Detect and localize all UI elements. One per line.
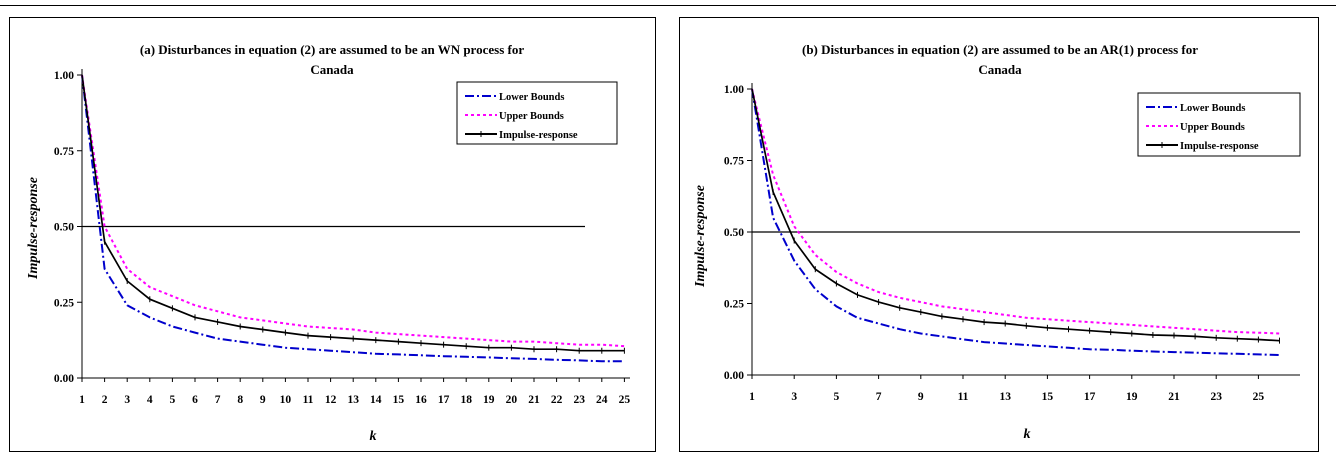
chart-b-svg: (b) Disturbances in equation (2) are ass… — [693, 42, 1301, 442]
x-axis-label: k — [370, 429, 377, 444]
chart-title-line2: Canada — [310, 62, 354, 77]
legend-label: Upper Bounds — [499, 111, 564, 122]
y-tick-label: 1.00 — [724, 84, 744, 96]
x-tick-label: 6 — [192, 394, 198, 406]
x-tick-label: 5 — [170, 394, 176, 406]
y-tick-label: 0.00 — [54, 373, 74, 385]
series-line-upper — [751, 88, 1280, 335]
y-tick-label: 0.75 — [724, 156, 744, 168]
y-tick-label: 0.50 — [54, 222, 74, 234]
x-tick-label: 24 — [596, 394, 608, 406]
x-tick-label: 1 — [749, 391, 755, 403]
legend-label: Upper Bounds — [1180, 122, 1245, 133]
x-tick-label: 3 — [124, 394, 130, 406]
legend-label: Impulse-response — [1180, 141, 1259, 152]
x-tick-label: 21 — [528, 394, 540, 406]
x-tick-label: 11 — [958, 391, 969, 403]
x-tick-label: 12 — [325, 394, 337, 406]
x-tick-label: 16 — [415, 394, 427, 406]
top-rule — [0, 5, 1336, 6]
x-tick-label: 22 — [551, 394, 563, 406]
x-tick-label: 17 — [1084, 391, 1096, 403]
x-tick-label: 2 — [102, 394, 108, 406]
chart-title-line2: Canada — [978, 62, 1022, 77]
legend-label: Lower Bounds — [499, 92, 564, 103]
x-tick-label: 8 — [237, 394, 243, 406]
y-tick-label: 0.25 — [54, 297, 74, 309]
y-tick-label: 1.00 — [54, 70, 74, 82]
y-tick-label: 0.50 — [724, 227, 744, 239]
y-tick-label: 0.25 — [724, 299, 744, 311]
x-tick-label: 4 — [147, 394, 153, 406]
y-axis-label: Impulse-response — [26, 177, 41, 280]
x-tick-label: 17 — [438, 394, 450, 406]
x-tick-label: 18 — [460, 394, 472, 406]
y-tick-label: 0.75 — [54, 146, 74, 158]
chart-title: (b) Disturbances in equation (2) are ass… — [802, 42, 1198, 57]
x-tick-label: 25 — [1253, 391, 1265, 403]
x-tick-label: 14 — [370, 394, 382, 406]
x-tick-label: 1 — [79, 394, 85, 406]
x-tick-label: 25 — [619, 394, 631, 406]
x-tick-label: 15 — [393, 394, 405, 406]
x-tick-label: 9 — [260, 394, 266, 406]
x-tick-label: 7 — [215, 394, 221, 406]
x-tick-label: 15 — [1042, 391, 1054, 403]
x-tick-label: 11 — [303, 394, 314, 406]
series-line-impulse — [751, 88, 1280, 342]
chart-panel-b: (b) Disturbances in equation (2) are ass… — [679, 17, 1319, 452]
series-line-lower — [81, 74, 625, 363]
x-tick-label: 23 — [1210, 391, 1222, 403]
x-tick-label: 3 — [791, 391, 797, 403]
x-tick-label: 10 — [280, 394, 292, 406]
y-axis-label: Impulse-response — [693, 185, 708, 288]
series-line-lower — [751, 88, 1280, 356]
series-line-upper — [81, 74, 625, 348]
x-tick-label: 13 — [347, 394, 359, 406]
x-tick-label: 19 — [1126, 391, 1138, 403]
chart-title: (a) Disturbances in equation (2) are ass… — [140, 42, 524, 57]
x-tick-label: 7 — [876, 391, 882, 403]
legend-label: Impulse-response — [499, 130, 578, 141]
x-tick-label: 23 — [573, 394, 585, 406]
legend-label: Lower Bounds — [1180, 103, 1245, 114]
x-tick-label: 20 — [506, 394, 518, 406]
x-axis-label: k — [1024, 427, 1031, 442]
x-tick-label: 19 — [483, 394, 495, 406]
y-tick-label: 0.00 — [724, 370, 744, 382]
x-tick-label: 13 — [999, 391, 1011, 403]
chart-panel-a: (a) Disturbances in equation (2) are ass… — [9, 17, 656, 452]
chart-a-svg: (a) Disturbances in equation (2) are ass… — [26, 42, 631, 444]
x-tick-label: 5 — [834, 391, 840, 403]
x-tick-label: 21 — [1168, 391, 1180, 403]
x-tick-label: 9 — [918, 391, 924, 403]
